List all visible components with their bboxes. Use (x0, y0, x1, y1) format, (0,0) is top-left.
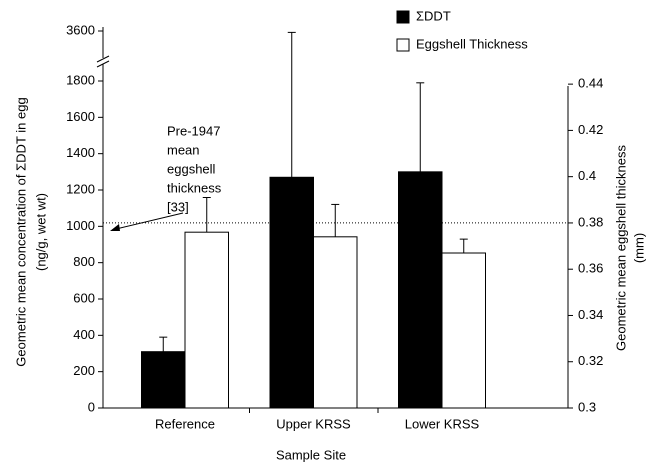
bar (141, 351, 186, 409)
axis-break-mark (96, 60, 110, 68)
y2-axis-label: (mm) (631, 233, 646, 263)
y-tick-label: 1200 (66, 181, 95, 196)
y-tick-label: 400 (73, 327, 95, 342)
axis-break-mark (96, 55, 110, 63)
annotation: Pre-1947 (167, 123, 220, 138)
legend-swatch (396, 10, 410, 24)
y-tick-label: 1600 (66, 109, 95, 124)
y-tick-label: 0 (88, 399, 95, 414)
y-tick-label: 800 (73, 254, 95, 269)
y-axis-label: Geometric mean concentration of ΣDDT in … (13, 97, 28, 366)
arrow-head (110, 224, 120, 231)
y2-tick-label: 0.42 (578, 122, 603, 137)
y2-tick-label: 0.3 (578, 399, 596, 414)
y-axis-label: (ng/g, wet wt) (33, 193, 48, 271)
y-tick-label: 1800 (66, 72, 95, 87)
y2-tick-label: 0.4 (578, 168, 596, 183)
y-tick-label: 600 (73, 290, 95, 305)
y2-tick-label: 0.44 (578, 76, 603, 91)
annotation: eggshell (167, 161, 216, 176)
y2-axis-label: Geometric mean eggshell thickness (613, 145, 628, 351)
y-tick-label: 200 (73, 363, 95, 378)
y-tick-label: 1000 (66, 218, 95, 233)
bar (398, 171, 443, 409)
annotation: thickness (167, 180, 222, 195)
y2-tick-label: 0.32 (578, 353, 603, 368)
y2-tick-label: 0.38 (578, 214, 603, 229)
axis-break (97, 58, 109, 64)
x-tick-label: Lower KRSS (405, 416, 480, 431)
x-tick-label: Upper KRSS (276, 416, 351, 431)
x-tick-label: Reference (155, 416, 215, 431)
annotation: mean (167, 142, 200, 157)
y-tick-label: 1400 (66, 145, 95, 160)
annotation-arrow (115, 212, 184, 230)
bar (441, 252, 486, 409)
bar (313, 236, 358, 409)
legend-label: ΣDDT (416, 8, 451, 23)
annotation: [33] (167, 199, 189, 214)
bar (184, 231, 229, 409)
y2-tick-label: 0.34 (578, 307, 603, 322)
y2-tick-label: 0.36 (578, 261, 603, 276)
x-axis-label: Sample Site (276, 447, 346, 462)
legend-swatch (396, 38, 410, 52)
legend-label: Eggshell Thickness (416, 36, 528, 51)
y-tick-label: 3600 (66, 22, 95, 37)
bar (269, 176, 314, 409)
